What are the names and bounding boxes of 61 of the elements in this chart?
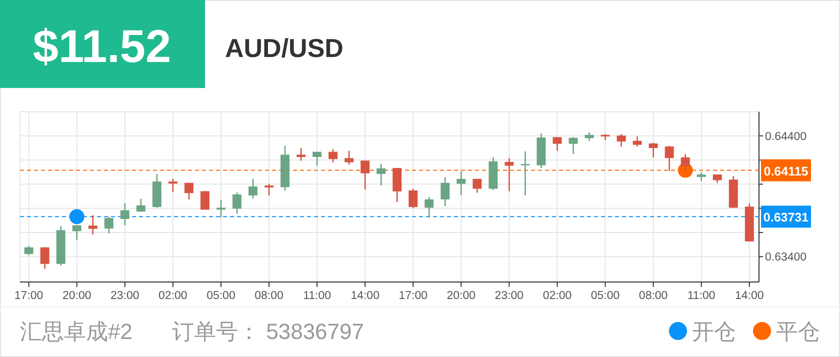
- candlestick: [648, 142, 658, 158]
- candlestick: [568, 136, 578, 155]
- text: 汇思卓成#2: [20, 319, 132, 344]
- candlestick: [136, 198, 146, 212]
- x-tick-label: 08:00: [638, 290, 668, 302]
- x-tick-label: 08:00: [254, 290, 284, 302]
- candlestick: [296, 147, 306, 162]
- candlestick: [200, 190, 210, 210]
- x-tick-label: 05:00: [590, 290, 620, 302]
- x-tick-label: 11:00: [303, 290, 332, 302]
- candlestick: [120, 202, 130, 226]
- x-tick-label: 17:00: [14, 290, 44, 302]
- candlestick: [232, 192, 242, 214]
- x-tick-label: 17:00: [398, 290, 428, 302]
- candlestick: [24, 245, 34, 256]
- candlestick: [168, 178, 178, 193]
- candlestick: [72, 224, 82, 241]
- candlestick: [664, 145, 674, 172]
- x-tick-label: 14:00: [350, 290, 380, 302]
- candlestick: [424, 196, 434, 218]
- x-tick-label: 23:00: [110, 290, 140, 302]
- x-tick-label: 20:00: [62, 290, 92, 302]
- x-tick-label: 23:00: [494, 290, 524, 302]
- candlestick: [248, 178, 258, 200]
- x-tick-label: 11:00: [687, 290, 716, 302]
- candlestick: [264, 183, 274, 196]
- x-tick-label: 14:00: [735, 290, 764, 302]
- candlestick: [344, 150, 354, 166]
- ref-line-label: 0.64115: [764, 164, 808, 178]
- x-tick-label: 05:00: [206, 290, 236, 302]
- candlestick: [88, 214, 98, 236]
- text: $11.52: [32, 20, 172, 72]
- candlestick: [408, 188, 418, 209]
- y-tick-label: 0.63400: [765, 252, 807, 264]
- legend-label: 开仓: [692, 319, 736, 344]
- candlestick: [40, 246, 50, 270]
- text: 订单号： 53836797: [172, 319, 364, 344]
- candlestick: [216, 199, 226, 218]
- candlestick: [312, 151, 322, 166]
- candlestick: [552, 136, 562, 152]
- candlestick: [440, 176, 450, 207]
- candlestick: [392, 167, 402, 203]
- candlestick: [504, 157, 514, 192]
- legend-label: 平仓: [776, 319, 820, 344]
- candlestick: [616, 134, 626, 148]
- y-tick-label: 0.64400: [765, 130, 807, 143]
- x-tick-label: 02:00: [542, 290, 572, 302]
- candlestick: [328, 148, 338, 163]
- candlestick: [184, 182, 194, 200]
- candlestick: [472, 178, 482, 194]
- candlestick: [456, 170, 466, 196]
- x-tick-label: 20:00: [446, 290, 476, 302]
- candlestick: [360, 160, 370, 190]
- candlestick: [104, 216, 114, 234]
- candlestick: [632, 136, 642, 148]
- x-tick-label: 02:00: [158, 290, 188, 302]
- chart-title: AUD/USD: [225, 33, 344, 63]
- ref-line-label: 0.63731: [763, 210, 809, 225]
- candlestick: [520, 150, 530, 196]
- candlestick: [376, 163, 386, 186]
- candlestick: [680, 153, 690, 173]
